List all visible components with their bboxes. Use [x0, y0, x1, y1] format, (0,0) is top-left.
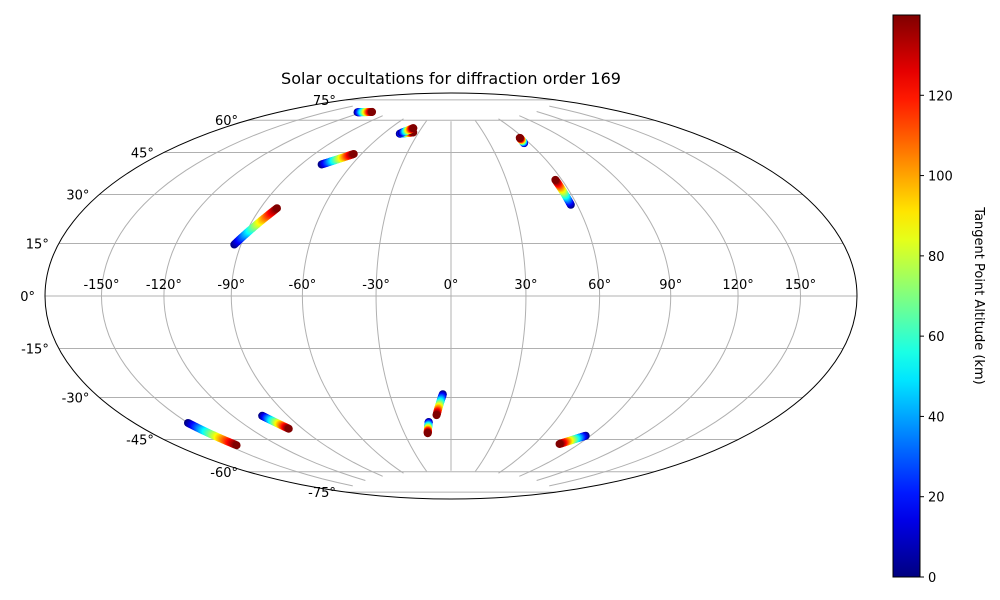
latitude-tick-label: 75° — [313, 94, 336, 109]
latitude-tick-label: 0° — [20, 290, 35, 305]
latitude-tick-label: -60° — [210, 466, 238, 481]
latitude-tick-label: 15° — [26, 237, 49, 252]
data-point — [272, 204, 281, 213]
longitude-tick-label: -120° — [146, 278, 182, 293]
colorbar-tick-label: 100 — [928, 170, 953, 185]
colorbar: 0 20 40 60 80 100 120 Tangent Point Altitude (k… — [892, 14, 986, 586]
map-grid — [45, 99, 857, 493]
colorbar-tick-label: 80 — [928, 250, 945, 265]
longitude-tick-label: -30° — [362, 278, 390, 293]
data-point — [515, 133, 524, 142]
longitude-tick-label: -90° — [217, 278, 245, 293]
occultation-points — [184, 107, 590, 450]
longitude-tick-label: 30° — [514, 278, 537, 293]
latitude-tick-label: -15° — [21, 343, 49, 358]
longitude-tick-label: -150° — [83, 278, 119, 293]
colorbar-tick-label: 20 — [928, 491, 945, 506]
data-point — [409, 124, 418, 133]
colorbar-tick-label: 40 — [928, 410, 945, 425]
longitude-tick-label: 60° — [588, 278, 611, 293]
longitude-tick-label: 120° — [722, 278, 753, 293]
data-point — [423, 429, 432, 438]
latitude-tick-label: 60° — [215, 114, 238, 129]
longitude-tick-label: 0° — [444, 278, 459, 293]
longitude-tick-label: 150° — [785, 278, 816, 293]
colorbar-tick-label: 0 — [928, 571, 936, 586]
data-point — [349, 149, 358, 158]
colorbar-gradient — [892, 14, 921, 578]
latitude-tick-label: 30° — [66, 189, 89, 204]
longitude-tick-label: 90° — [659, 278, 682, 293]
latitude-tick-label: 45° — [131, 146, 154, 161]
data-point — [551, 175, 560, 184]
latitude-tick-labels: 75° 60° 45° 30° 15° 0° -15° -30° -45° -60° -75° — [20, 94, 336, 501]
map-boundary — [44, 92, 858, 500]
data-point — [232, 441, 241, 450]
data-point — [555, 439, 564, 448]
colorbar-label: Tangent Point Altitude (km) — [971, 206, 986, 384]
chart-title: Solar occultations for diffraction order… — [281, 69, 621, 88]
data-point — [284, 424, 293, 433]
colorbar-tick-label: 120 — [928, 89, 953, 104]
latitude-tick-label: -30° — [62, 392, 90, 407]
latitude-tick-label: -45° — [126, 434, 154, 449]
longitude-tick-labels: -150° -120° -90° -60° -30° 0° 30° 60° 90° 120° 150… — [83, 278, 816, 293]
data-point — [368, 107, 377, 116]
latitude-tick-label: -75° — [308, 486, 336, 501]
longitude-tick-label: -60° — [289, 278, 317, 293]
data-point — [432, 411, 441, 420]
colorbar-tick-label: 60 — [928, 330, 945, 345]
